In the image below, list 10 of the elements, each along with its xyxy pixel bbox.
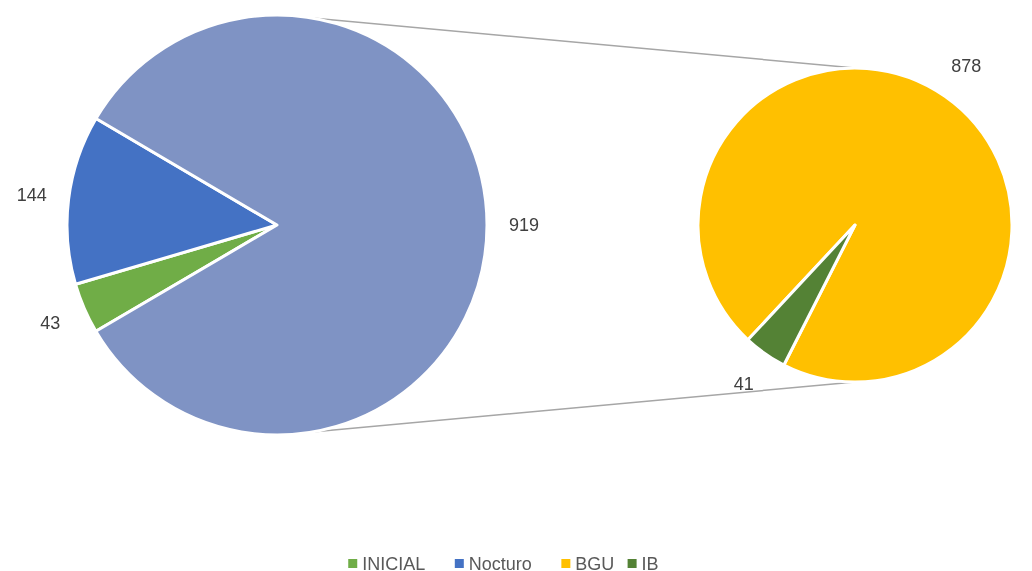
legend-label: Nocturo: [468, 554, 532, 571]
legend-label: INICIAL: [362, 554, 426, 571]
legend-label: BGU: [575, 554, 615, 571]
data-label: 878: [951, 56, 982, 77]
legend-label: IB: [641, 554, 659, 571]
data-label: 41: [733, 373, 754, 394]
pie-slice: [746, 223, 857, 367]
data-label: 43: [40, 313, 61, 334]
data-label: 919: [508, 215, 540, 236]
data-label: 144: [16, 184, 47, 205]
